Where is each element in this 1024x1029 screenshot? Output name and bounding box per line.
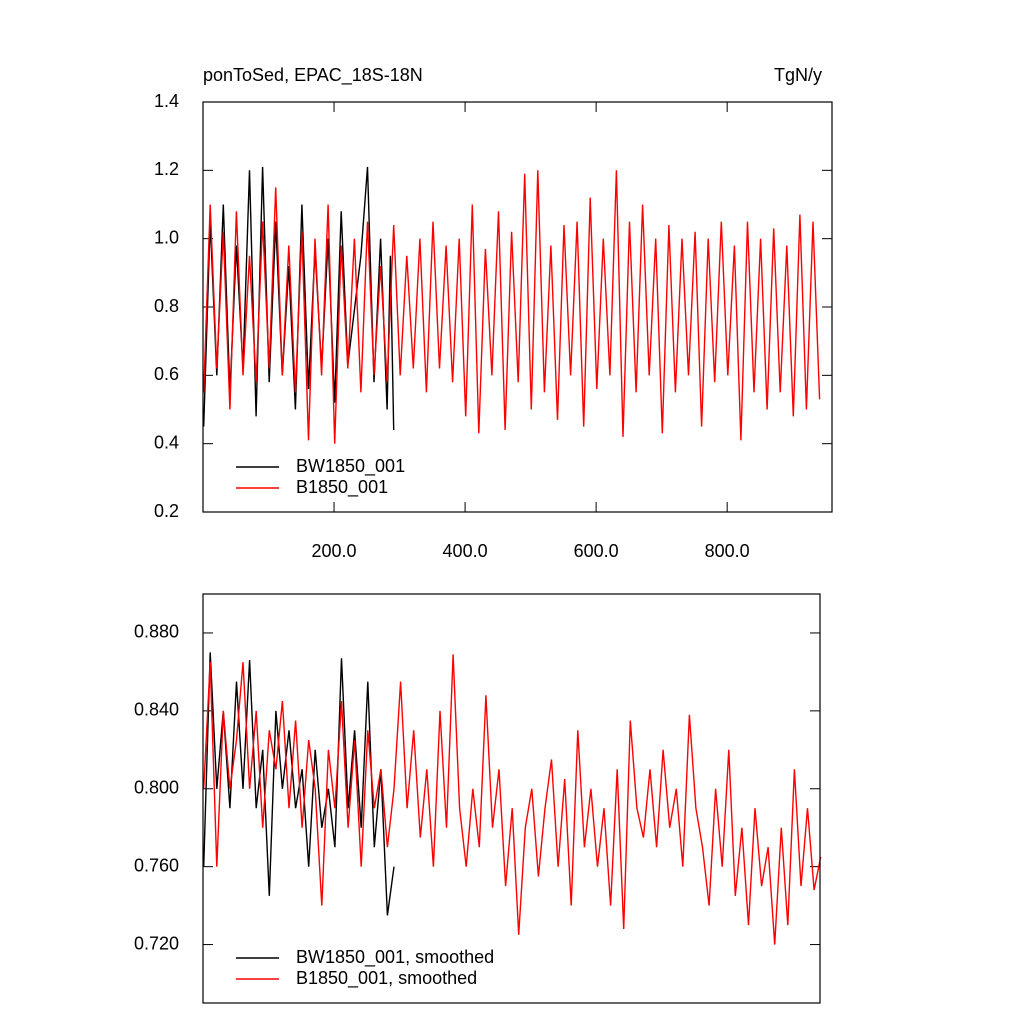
y-tick-label: 1.2 <box>154 159 179 179</box>
legend-label: BW1850_001 <box>296 456 405 477</box>
y-tick-label: 0.8 <box>154 296 179 316</box>
legend-label: B1850_001 <box>296 477 388 498</box>
y-tick-label: 1.0 <box>154 227 179 247</box>
x-tick-label: 400.0 <box>443 541 488 561</box>
y-tick-label: 0.4 <box>154 432 179 452</box>
series-line <box>203 652 395 916</box>
legend-label: BW1850_001, smoothed <box>296 947 494 968</box>
x-tick-label: 800.0 <box>705 541 750 561</box>
y-tick-label: 0.720 <box>134 933 179 953</box>
plot-frame <box>202 101 833 513</box>
chart-title: ponToSed, EPAC_18S-18N <box>203 65 423 86</box>
y-tick-label: 1.4 <box>154 91 179 111</box>
y-tick-label: 0.760 <box>134 855 179 875</box>
y-tick-label: 0.840 <box>134 700 179 720</box>
units-label: TgN/y <box>774 65 822 85</box>
x-tick-label: 600.0 <box>574 541 619 561</box>
y-tick-label: 0.800 <box>134 778 179 798</box>
legend-label: B1850_001, smoothed <box>296 968 477 989</box>
y-tick-label: 0.880 <box>134 622 179 642</box>
series-line <box>203 654 822 945</box>
x-tick-label: 200.0 <box>312 541 357 561</box>
series-line <box>203 170 821 444</box>
plot-frame <box>202 593 821 1004</box>
y-tick-label: 0.6 <box>154 364 179 384</box>
y-tick-label: 0.2 <box>154 501 179 521</box>
